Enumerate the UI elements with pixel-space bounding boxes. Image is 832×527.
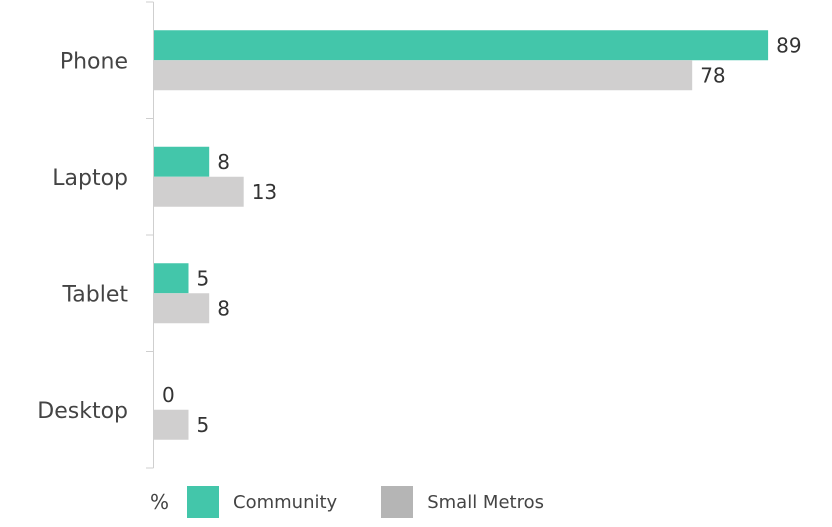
data-label: 78 bbox=[700, 63, 725, 87]
data-label: 8 bbox=[217, 296, 230, 320]
bar-community bbox=[154, 263, 189, 294]
category-label: Tablet bbox=[61, 282, 128, 307]
data-label: 89 bbox=[776, 33, 801, 57]
bar-small-metros bbox=[154, 176, 244, 207]
legend-label-community: Community bbox=[233, 491, 338, 513]
legend: % Community Small Metros bbox=[150, 482, 588, 522]
bar-small-metros bbox=[154, 409, 189, 440]
legend-unit-label: % bbox=[150, 490, 170, 514]
category-label: Laptop bbox=[52, 166, 128, 191]
bar-small-metros bbox=[154, 293, 210, 324]
bar-community bbox=[154, 146, 210, 177]
data-label: 8 bbox=[217, 150, 230, 174]
data-label: 0 bbox=[162, 383, 175, 407]
legend-swatch-community bbox=[187, 486, 220, 518]
legend-item-small-metros: Small Metros bbox=[381, 486, 544, 518]
legend-swatch-small-metros bbox=[381, 486, 414, 518]
data-label: 5 bbox=[197, 266, 210, 290]
category-label: Phone bbox=[60, 49, 128, 74]
bar-small-metros bbox=[154, 60, 693, 91]
legend-item-community: Community bbox=[187, 486, 337, 518]
category-label: Desktop bbox=[37, 399, 128, 424]
data-label: 5 bbox=[197, 413, 210, 437]
bar-community bbox=[154, 30, 769, 61]
legend-label-small-metros: Small Metros bbox=[427, 491, 544, 513]
data-label: 13 bbox=[252, 180, 277, 204]
